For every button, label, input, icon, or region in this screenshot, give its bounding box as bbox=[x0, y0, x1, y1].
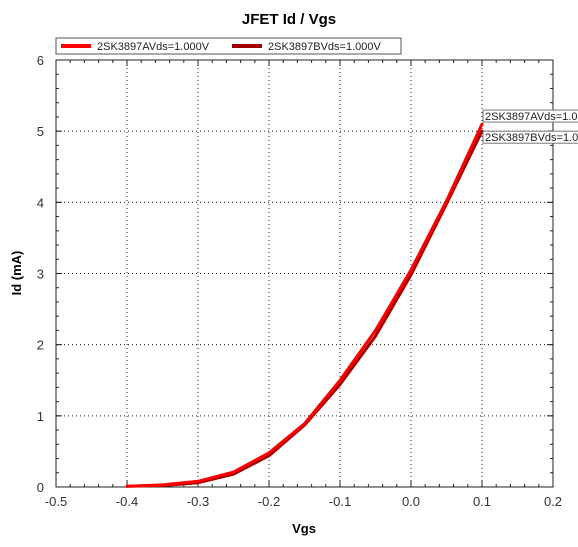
y-tick-label: 4 bbox=[37, 195, 44, 210]
series-line-b bbox=[125, 129, 484, 488]
end-label-box bbox=[482, 109, 578, 123]
x-tick-label: -0.4 bbox=[116, 494, 138, 509]
series-end-label-b: 2SK3897BVds=1.000V bbox=[482, 130, 578, 144]
x-tick-label: -0.1 bbox=[329, 494, 351, 509]
y-tick-label: 0 bbox=[37, 480, 44, 495]
legend: 2SK3897AVds=1.000V 2SK3897BVds=1.000V bbox=[55, 37, 402, 55]
y-tick-label: 1 bbox=[37, 409, 44, 424]
series bbox=[125, 122, 484, 488]
x-tick-label: -0.3 bbox=[187, 494, 209, 509]
y-tick-label: 5 bbox=[37, 124, 44, 139]
legend-label-series-a: 2SK3897AVds=1.000V bbox=[97, 41, 210, 53]
x-tick-label: -0.5 bbox=[45, 494, 67, 509]
end-label-text: 2SK3897AVds=1.000V bbox=[485, 111, 578, 123]
chart-title: JFET Id / Vgs bbox=[242, 11, 336, 28]
x-tick-label: 0.2 bbox=[544, 494, 562, 509]
x-tick-label: -0.2 bbox=[258, 494, 280, 509]
legend-label-series-b: 2SK3897BVds=1.000V bbox=[268, 41, 382, 53]
x-tick-label: 0.1 bbox=[473, 494, 491, 509]
grid bbox=[56, 60, 553, 487]
y-tick-label: 6 bbox=[37, 53, 44, 68]
series-line-a bbox=[125, 122, 484, 488]
x-tick-label: 0.0 bbox=[402, 494, 420, 509]
series-end-label-a: 2SK3897AVds=1.000V bbox=[482, 109, 578, 123]
y-tick-label: 2 bbox=[37, 338, 44, 353]
plot-area: -0.5 -0.4 -0.3 -0.2 -0.1 0.0 0.1 0.2 0 1 2 3 4 5 6 2SK… bbox=[37, 53, 578, 509]
x-axis-title: Vgs bbox=[292, 521, 316, 536]
end-label-box bbox=[482, 130, 578, 144]
end-label-text: 2SK3897BVds=1.000V bbox=[485, 132, 578, 144]
axis-ticks: -0.5 -0.4 -0.3 -0.2 -0.1 0.0 0.1 0.2 0 1 2 3 4 5 6 bbox=[37, 53, 562, 509]
y-axis-title: Id (mA) bbox=[9, 251, 24, 296]
series-end-labels: 2SK3897AVds=1.000V 2SK3897BVds=1.000V bbox=[482, 109, 578, 144]
y-tick-label: 3 bbox=[37, 267, 44, 282]
legend-box bbox=[55, 37, 402, 55]
